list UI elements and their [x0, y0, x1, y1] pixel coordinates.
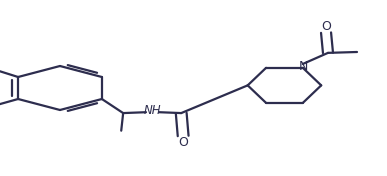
- Text: NH: NH: [143, 104, 161, 117]
- Text: O: O: [178, 136, 188, 149]
- Text: N: N: [299, 60, 308, 73]
- Text: O: O: [321, 20, 331, 33]
